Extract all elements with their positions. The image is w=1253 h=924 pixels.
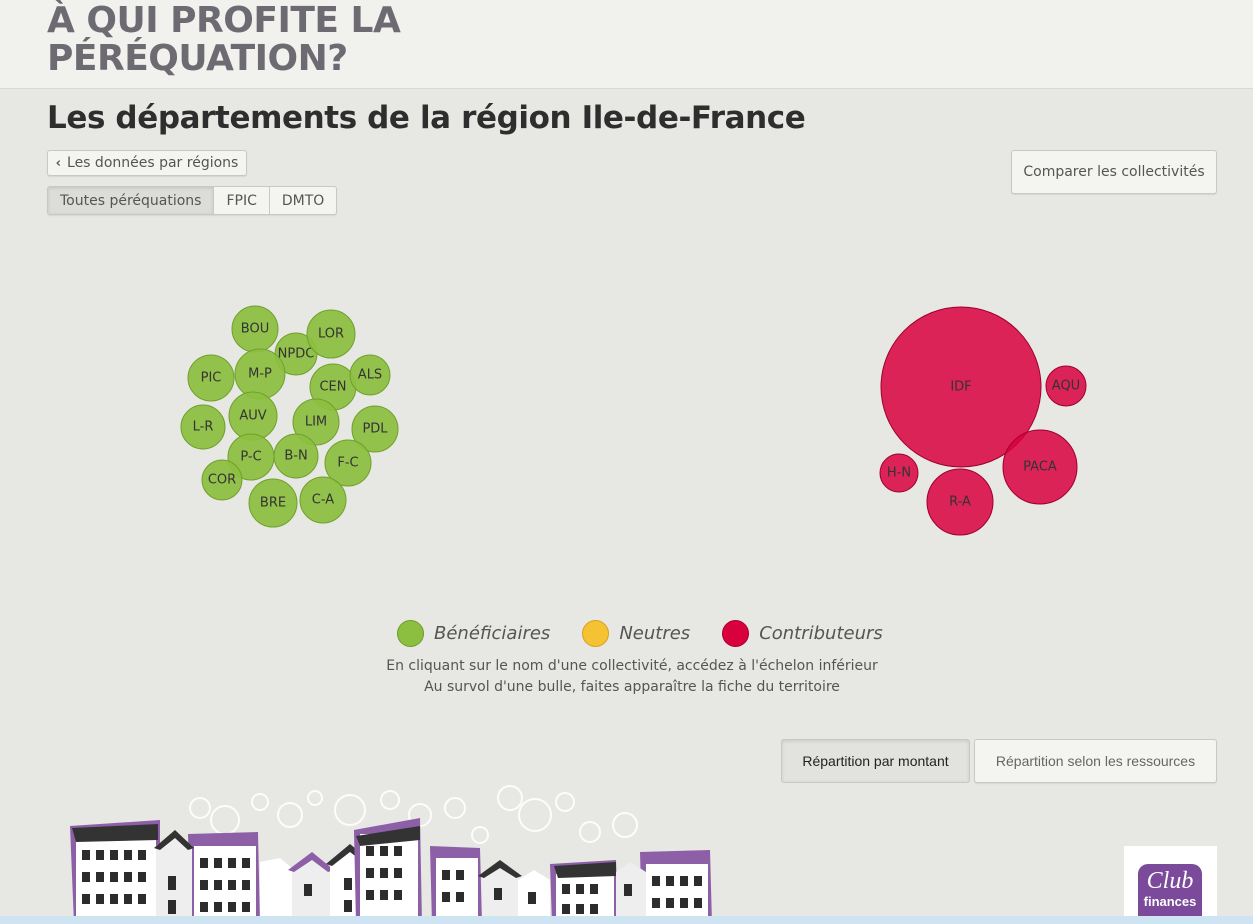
bubble-circle-lor[interactable] — [306, 309, 356, 359]
bubble-label-bre: BRE — [260, 496, 286, 511]
bubble-label-aqu: AQU — [1052, 379, 1080, 394]
bubble-aqu[interactable]: AQU — [1045, 365, 1087, 407]
logo-club-text: Club — [1146, 868, 1194, 894]
logo-badge: Club finances — [1138, 864, 1202, 924]
bubble-bre[interactable]: BRE — [248, 478, 298, 528]
perequation-tabs: Toutes péréquations FPIC DMTO — [47, 186, 338, 215]
bubble-bou[interactable]: BOU — [231, 305, 279, 353]
bubble-label-lor: LOR — [318, 327, 344, 342]
bubble-label-pdl: PDL — [362, 422, 388, 437]
bubble-als[interactable]: ALS — [349, 354, 391, 396]
bottom-bar — [0, 916, 1253, 924]
bubble-circle-paca[interactable] — [1002, 429, 1078, 505]
bubble-idf[interactable]: IDF — [880, 306, 1042, 468]
site-title-line2: PÉRÉQUATION? — [47, 38, 348, 79]
bubble-circle-bre[interactable] — [248, 478, 298, 528]
bubble-f-c[interactable]: F-C — [324, 439, 372, 487]
bubble-label-r-a: R-A — [949, 495, 971, 510]
bubble-circle-idf[interactable] — [880, 306, 1042, 468]
bubble-label-p-c: P-C — [240, 450, 261, 465]
bubble-h-n[interactable]: H-N — [879, 453, 919, 493]
compare-button[interactable]: Comparer les collectivités — [1011, 150, 1217, 194]
legend-dot-beneficiaires — [397, 620, 424, 647]
bubble-label-bou: BOU — [241, 322, 269, 337]
hint-hover: Au survol d'une bulle, faites apparaître… — [424, 679, 840, 695]
tab-toutes-perequations[interactable]: Toutes péréquations — [48, 187, 215, 214]
bubble-circle-h-n[interactable] — [879, 453, 919, 493]
bubble-lim[interactable]: LIM — [292, 398, 340, 446]
site-title-line1: À QUI PROFITE LA — [47, 0, 401, 41]
tab-dmto[interactable]: DMTO — [281, 192, 325, 209]
bubble-circle-r-a[interactable] — [926, 468, 994, 536]
bubble-circle-als[interactable] — [349, 354, 391, 396]
bubble-label-als: ALS — [358, 368, 382, 383]
bubble-label-cen: CEN — [319, 380, 346, 395]
bubble-b-n[interactable]: B-N — [273, 433, 319, 479]
repartition-ressources-button[interactable]: Répartition selon les ressources — [974, 739, 1217, 783]
site-header: À QUI PROFITE LA PÉRÉQUATION? — [0, 0, 1253, 89]
bubble-label-l-r: L-R — [193, 420, 214, 435]
bubble-label-idf: IDF — [950, 380, 971, 395]
bubble-circle-pdl[interactable] — [351, 405, 399, 453]
legend-dot-contributeurs — [722, 620, 750, 647]
bubble-label-paca: PACA — [1023, 460, 1057, 475]
legend-item-beneficiaires: Bénéficiaires — [397, 620, 550, 647]
page-title: Les départements de la région Ile-de-Fra… — [47, 100, 806, 136]
logo-finances-text: finances — [1143, 894, 1197, 909]
bubble-p-c[interactable]: P-C — [227, 433, 275, 481]
club-finances-logo[interactable]: Club finances — [1124, 846, 1217, 924]
legend-item-contributeurs: Contributeurs — [722, 620, 883, 647]
hint-click: En cliquant sur le nom d'une collectivit… — [386, 658, 878, 674]
bubble-circle-cor[interactable] — [201, 459, 243, 501]
site-title[interactable]: À QUI PROFITE LA PÉRÉQUATION? — [47, 0, 401, 79]
chevron-left-icon: ‹ — [55, 155, 62, 171]
bubble-cen[interactable]: CEN — [309, 363, 357, 411]
legend-label-contributeurs: Contributeurs — [759, 623, 883, 644]
bubble-label-m-p: M-P — [248, 367, 272, 382]
bubble-auv[interactable]: AUV — [228, 391, 278, 441]
city-illustration — [70, 785, 712, 924]
bubble-l-r[interactable]: L-R — [180, 404, 226, 450]
tab-fpic[interactable]: FPIC — [214, 187, 270, 214]
bubble-lor[interactable]: LOR — [306, 309, 356, 359]
bubble-circle-c-a[interactable] — [299, 476, 347, 524]
repartition-montant-button[interactable]: Répartition par montant — [781, 739, 970, 783]
bubble-r-a[interactable]: R-A — [926, 468, 994, 536]
bubble-label-pic: PIC — [201, 371, 222, 386]
legend-dot-neutres — [582, 620, 610, 647]
bubble-c-a[interactable]: C-A — [299, 476, 347, 524]
bubble-label-f-c: F-C — [337, 456, 358, 471]
bubble-label-c-a: C-A — [312, 493, 334, 508]
bubble-circle-lim[interactable] — [292, 398, 340, 446]
bubble-label-cor: COR — [208, 473, 236, 488]
legend-label-beneficiaires: Bénéficiaires — [434, 623, 551, 644]
back-to-regions-button[interactable]: ‹ Les données par régions — [47, 150, 247, 176]
bubble-pic[interactable]: PIC — [187, 354, 235, 402]
bubble-pdl[interactable]: PDL — [351, 405, 399, 453]
bubble-label-b-n: B-N — [284, 449, 307, 464]
bubble-circle-pic[interactable] — [187, 354, 235, 402]
bubble-label-h-n: H-N — [887, 466, 911, 481]
back-button-label: Les données par régions — [67, 155, 239, 171]
bubble-label-auv: AUV — [239, 409, 266, 424]
bubble-circle-aqu[interactable] — [1045, 365, 1087, 407]
bubble-cor[interactable]: COR — [201, 459, 243, 501]
bubble-paca[interactable]: PACA — [1002, 429, 1078, 505]
bubble-label-lim: LIM — [305, 415, 327, 430]
bubble-m-p[interactable]: M-P — [234, 348, 286, 400]
bubble-circle-l-r[interactable] — [180, 404, 226, 450]
legend-item-neutres: Neutres — [582, 620, 690, 647]
bubble-circle-b-n[interactable] — [273, 433, 319, 479]
bubble-circle-f-c[interactable] — [324, 439, 372, 487]
bubble-label-npdc: NPDC — [278, 347, 315, 362]
legend-label-neutres: Neutres — [619, 623, 691, 644]
legend: Bénéficiaires Neutres Contributeurs — [397, 620, 915, 647]
